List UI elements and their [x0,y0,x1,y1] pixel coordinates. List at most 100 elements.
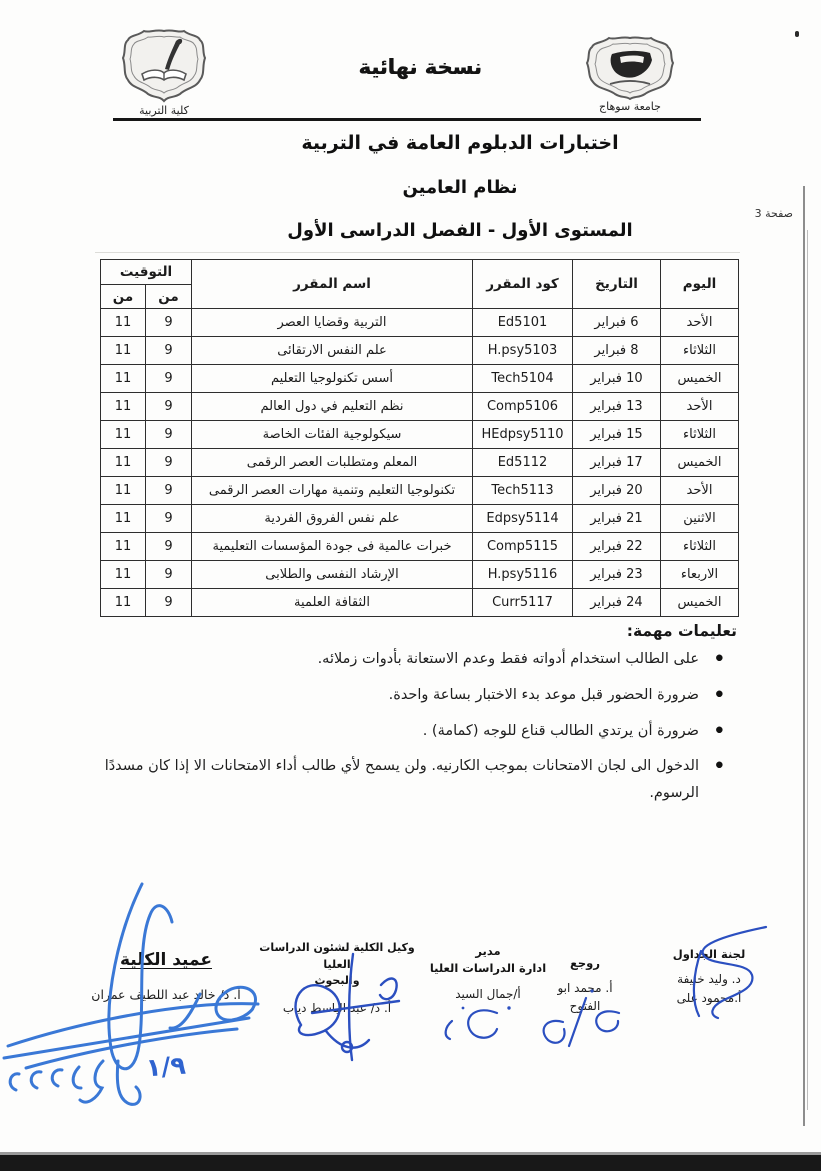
faculty-logo: كلية التربية [118,28,210,117]
scan-bottom-band [0,1155,821,1171]
instruction-item: على الطالب استخدام أدواته فقط وعدم الاست… [87,646,737,673]
page-number: صفحة 3 [754,207,793,220]
level-subtitle: المستوى الأول - الفصل الدراسى الأول [287,220,633,241]
cell-course: علم النفس الارتقائى [191,336,473,365]
col-header-timing-to: من [100,284,146,309]
instructions-list: على الطالب استخدام أدواته فقط وعدم الاست… [87,646,737,807]
cell-course: تكنولوجيا التعليم وتنمية مهارات العصر ال… [191,476,473,505]
cell-time-to: 11 [100,392,146,421]
cell-time-from: 9 [145,336,192,365]
signature-block-grad-studies-director: مدير ادارة الدراسات العليا أ/جمال السيد [423,943,553,1003]
cell-time-to: 11 [100,588,146,617]
instructions-section: تعليمات مهمة: على الطالب استخدام أدواته … [87,622,737,816]
table-row: الأحد 6 فبراير Ed5101 التربية وقضايا الع… [100,308,739,337]
instructions-title: تعليمات مهمة: [626,622,737,640]
signatory-name: أ.محمود على [676,990,742,1005]
signature-title: لجنة الجداول [672,947,746,961]
cell-time-from: 9 [145,448,192,477]
col-header-code: كود المقرر [472,259,573,309]
cell-course: سيكولوجية الفئات الخاصة [191,420,473,449]
signature-block-schedule-committee: لجنة الجداول د. وليد خليفة أ.محمود على [648,946,770,1007]
instruction-item: الدخول الى لجان الامتحانات بموجب الكارني… [87,753,737,807]
cell-time-from: 9 [145,364,192,393]
table-row: الخميس 17 فبراير Ed5112 المعلم ومتطلبات … [100,448,739,477]
signature-block-vice-dean: وكيل الكلية لشئون الدراسات العليا والبحو… [252,940,422,1017]
signature-block-reviewed: روجع أ. محمد ابو الفتوح [543,955,627,1015]
cell-code: Comp5106 [472,392,573,421]
signatory-name: أ/جمال السيد [455,986,521,1001]
scan-faint-line [95,252,740,253]
table-row: الخميس 10 فبراير Tech5104 أسس تكنولوجيا … [100,364,739,393]
cell-day: الاثنين [660,504,739,533]
cell-day: الثلاثاء [660,532,739,561]
signature-title: وكيل الكلية لشئون الدراسات العليا [259,941,415,971]
cell-time-from: 9 [145,392,192,421]
scan-bottom-shadow [0,1152,821,1155]
cell-time-to: 11 [100,308,146,337]
cell-code: H.psy5103 [472,336,573,365]
instruction-item: ضرورة الحضور قبل موعد بدء الاختبار بساعة… [87,682,737,709]
cell-date: 6 فبراير [572,308,661,337]
cell-day: الخميس [660,364,739,393]
cell-date: 13 فبراير [572,392,661,421]
cell-course: الثقافة العلمية [191,588,473,617]
cell-day: الأحد [660,476,739,505]
cell-day: الثلاثاء [660,336,739,365]
cell-code: H.psy5116 [472,560,573,589]
cell-course: التربية وقضايا العصر [191,308,473,337]
cell-course: الإرشاد النفسى والطلابى [191,560,473,589]
cell-time-to: 11 [100,336,146,365]
handwritten-date-note: ١/٩ [145,1050,187,1083]
system-subtitle: نظام العامين [402,177,518,198]
cell-date: 10 فبراير [572,364,661,393]
university-logo-caption: جامعة سوهاج [599,100,661,113]
cell-day: الخميس [660,588,739,617]
cell-date: 8 فبراير [572,336,661,365]
cell-time-from: 9 [145,504,192,533]
cell-code: Tech5113 [472,476,573,505]
cell-code: Edpsy5114 [472,504,573,533]
university-crest-icon [585,36,675,100]
cell-time-from: 9 [145,420,192,449]
cell-day: الثلاثاء [660,420,739,449]
cell-time-to: 11 [100,448,146,477]
cell-date: 24 فبراير [572,588,661,617]
scan-edge-line-2 [807,230,808,1110]
cell-time-from: 9 [145,308,192,337]
cell-day: الاربعاء [660,560,739,589]
cell-day: الخميس [660,448,739,477]
signatory-name: أ. محمد ابو الفتوح [557,981,613,1013]
signature-title-line2: ادارة الدراسات العليا [429,961,547,976]
university-logo: جامعة سوهاج [580,36,680,113]
signatory-name: أ. د/ خالد عبد اللطيف عمران [91,986,241,1002]
cell-time-from: 9 [145,532,192,561]
col-header-timing-from: من [145,284,192,309]
cell-code: Comp5115 [472,532,573,561]
cell-code: Ed5112 [472,448,573,477]
signature-title: روجع [570,956,600,970]
cell-time-to: 11 [100,504,146,533]
faculty-crest-icon [121,29,207,103]
cell-course: علم نفس الفروق الفردية [191,504,473,533]
cell-date: 21 فبراير [572,504,661,533]
signature-ink-director [444,1006,511,1041]
table-row: الثلاثاء 8 فبراير H.psy5103 علم النفس ال… [100,336,739,365]
cell-date: 20 فبراير [572,476,661,505]
col-header-course: اسم المقرر [191,259,473,309]
cell-code: Tech5104 [472,364,573,393]
cell-code: HEdpsy5110 [472,420,573,449]
cell-date: 22 فبراير [572,532,661,561]
cell-date: 15 فبراير [572,420,661,449]
table-row: الاثنين 21 فبراير Edpsy5114 علم نفس الفر… [100,504,739,533]
cell-time-to: 11 [100,532,146,561]
instruction-item: ضرورة أن يرتدي الطالب قناع للوجه (كمامة)… [87,718,737,745]
cell-date: 17 فبراير [572,448,661,477]
final-copy-stamp: نسخة نهائية [358,55,482,79]
cell-time-from: 9 [145,588,192,617]
cell-course: نظم التعليم في دول العالم [191,392,473,421]
cell-time-to: 11 [100,476,146,505]
cell-time-to: 11 [100,560,146,589]
cell-day: الأحد [660,308,739,337]
faculty-logo-caption: كلية التربية [139,104,189,117]
